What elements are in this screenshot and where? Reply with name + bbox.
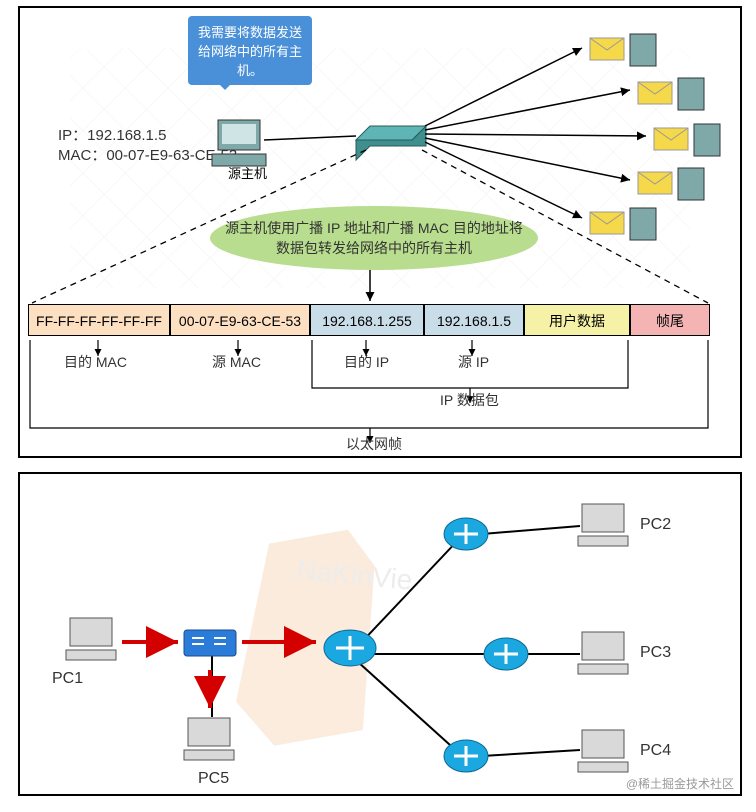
watermark-logo: NaKinVie — [210, 519, 440, 750]
router-main-icon — [324, 630, 376, 666]
src-ip-label: 源 IP — [458, 352, 489, 372]
caption-oval: 源主机使用广播 IP 地址和广播 MAC 目的地址将 数据包转发给网络中的所有主… — [210, 206, 538, 270]
dest-ip-label: 目的 IP — [344, 352, 389, 372]
src-mac-label: 源 MAC — [212, 352, 261, 372]
broadcast-diagram-panel: 我需要将数据发送给网络中的所有主机。 IP：192.168.1.5 MAC：00… — [18, 6, 742, 458]
pc5-icon — [184, 718, 234, 760]
pc2-icon — [578, 504, 628, 546]
pc1-icon — [66, 618, 116, 660]
broadcast-arrows — [425, 48, 646, 218]
pc2-label: PC2 — [640, 516, 671, 534]
pc3-icon — [578, 632, 628, 674]
dest-hosts-group — [590, 34, 720, 240]
frame-segment-0: FF-FF-FF-FF-FF-FF — [28, 304, 170, 336]
pc4-label: PC4 — [640, 742, 671, 760]
ip-packet-label: IP 数据包 — [440, 390, 499, 410]
frame-segment-1: 00-07-E9-63-CE-53 — [170, 304, 310, 336]
oval-line1: 源主机使用广播 IP 地址和广播 MAC 目的地址将 — [225, 218, 523, 238]
oval-line2: 数据包转发给网络中的所有主机 — [276, 238, 472, 258]
router-bot-icon — [444, 740, 488, 772]
pc3-label: PC3 — [640, 644, 671, 662]
router-mid-icon — [484, 638, 528, 670]
switch2-icon — [184, 630, 236, 656]
pc5-label: PC5 — [198, 770, 229, 788]
watermark-text: @稀土掘金技术社区 — [626, 775, 734, 792]
pc1-label: PC1 — [52, 670, 83, 688]
pc4-icon — [578, 730, 628, 772]
frame-segment-5: 帧尾 — [630, 304, 710, 336]
source-host-text: 源主机 — [228, 166, 267, 181]
frame-segment-4: 用户数据 — [524, 304, 630, 336]
dest-mac-label: 目的 MAC — [64, 352, 127, 372]
source-host-icon — [212, 120, 266, 166]
link-source-switch — [264, 136, 356, 140]
switch-icon — [356, 126, 426, 160]
router-top-icon — [444, 518, 488, 550]
topology-panel: NaKinVie — [18, 472, 742, 796]
topology-svg: NaKinVie — [20, 474, 740, 794]
frame-segment-3: 192.168.1.5 — [424, 304, 524, 336]
frame-segment-2: 192.168.1.255 — [310, 304, 424, 336]
eth-frame-label: 以太网帧 — [346, 434, 402, 454]
